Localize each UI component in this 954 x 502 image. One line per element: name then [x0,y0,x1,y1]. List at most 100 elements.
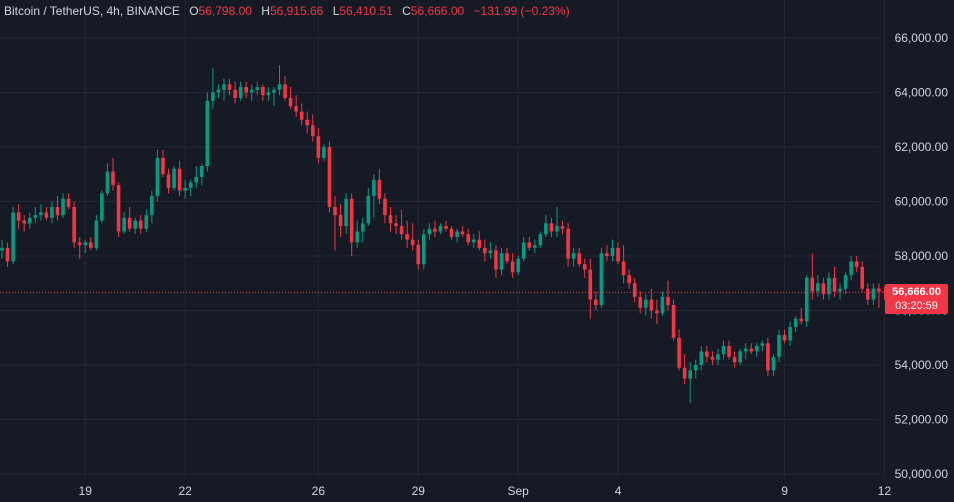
candle-body [227,84,232,90]
candle-body [66,198,71,207]
candle-body [5,247,10,262]
candle-body [533,245,537,248]
candle-body [272,89,276,93]
candle-body [83,242,88,246]
candle-body [449,228,454,237]
candle-body [72,206,76,243]
candle-body [299,111,304,120]
candle-body [799,318,803,322]
price-axis[interactable]: 50,000.0052,000.0054,000.0056,000.0058,0… [895,31,949,481]
candle-body [138,220,143,229]
candle-body [111,171,115,186]
close-label: C [402,4,411,18]
candle-body [816,283,820,292]
candle-body [327,147,332,207]
candle-body [582,264,587,270]
candle-body [183,187,187,191]
candle-body [460,231,465,235]
candle-body [538,234,543,246]
y-tick-label: 60,000.00 [895,195,949,209]
candle-body [211,92,215,101]
x-tick-label: 9 [781,484,788,498]
candle-body [161,157,165,175]
candle-body [727,345,731,357]
candle-body [455,231,459,237]
candle-body [494,250,498,270]
y-tick-label: 58,000.00 [895,249,949,263]
candle-body [821,283,826,295]
low-value: 56,410.51 [339,4,393,18]
candle-body [610,247,615,256]
candle-body [177,168,182,191]
candle-body [372,179,376,197]
candle-body [94,220,99,248]
y-tick-label: 66,000.00 [895,31,949,45]
candle-body [50,206,54,218]
candle-body [349,198,354,243]
candle-body [444,226,448,229]
candle-body [555,226,559,232]
candle-body [577,253,581,265]
candle-body [360,223,365,232]
candle-body [188,182,193,188]
candles [0,65,887,404]
candle-body [77,242,82,246]
candle-body [766,343,770,371]
candle-body [116,185,121,232]
candle-body [871,288,876,300]
candle-body [283,84,287,98]
candle-body [322,147,326,158]
candle-body [150,196,154,216]
candle-body [438,226,443,232]
x-tick-label: 22 [178,484,192,498]
candle-body [377,179,382,199]
candle-body [788,326,792,341]
close-value: 56,666.00 [410,4,465,18]
candle-body [261,87,265,96]
candle-body [854,261,859,267]
x-tick-label: 12 [878,484,892,498]
candle-body [55,206,60,216]
candle-body [405,234,409,240]
candle-body [0,247,4,251]
candle-body [755,345,759,352]
candle-body [510,261,515,273]
candle-body [44,212,49,218]
candle-body [505,253,509,262]
candle-body [122,217,126,232]
candle-body [127,217,132,229]
symbol-title[interactable]: Bitcoin / TetherUS, 4h, BINANCE [4,4,180,18]
price-change: −131.99 (−0.23%) [473,4,570,18]
candle-body [311,125,315,137]
candle-body [316,136,321,158]
candle-body [544,223,548,235]
candle-body [422,234,426,265]
y-tick-label: 62,000.00 [895,140,949,154]
candle-body [383,198,387,216]
open-label: O [189,4,199,18]
candle-body [410,239,415,246]
candle-body [133,220,137,229]
time-axis[interactable]: 19 22 26 29 Sep 4 9 12 [79,484,892,498]
candle-body [466,234,470,243]
candle-body [793,318,798,327]
low-label: L [332,4,340,18]
candle-body [105,171,110,194]
candle-body [693,365,698,371]
candle-body [605,253,609,256]
candle-body [571,253,576,259]
open-value: 56,798.00 [198,4,252,18]
candle-body [39,212,43,216]
candle-body [427,228,432,235]
candle-body [521,242,526,259]
candle-body [394,223,398,227]
candle-body [294,106,298,112]
candle-body [338,215,343,227]
candle-body [721,345,726,355]
y-tick-label: 52,000.00 [895,413,949,427]
candle-body [644,299,648,308]
y-tick-label: 64,000.00 [895,86,949,100]
candle-body [16,212,21,221]
candle-body [688,370,692,379]
